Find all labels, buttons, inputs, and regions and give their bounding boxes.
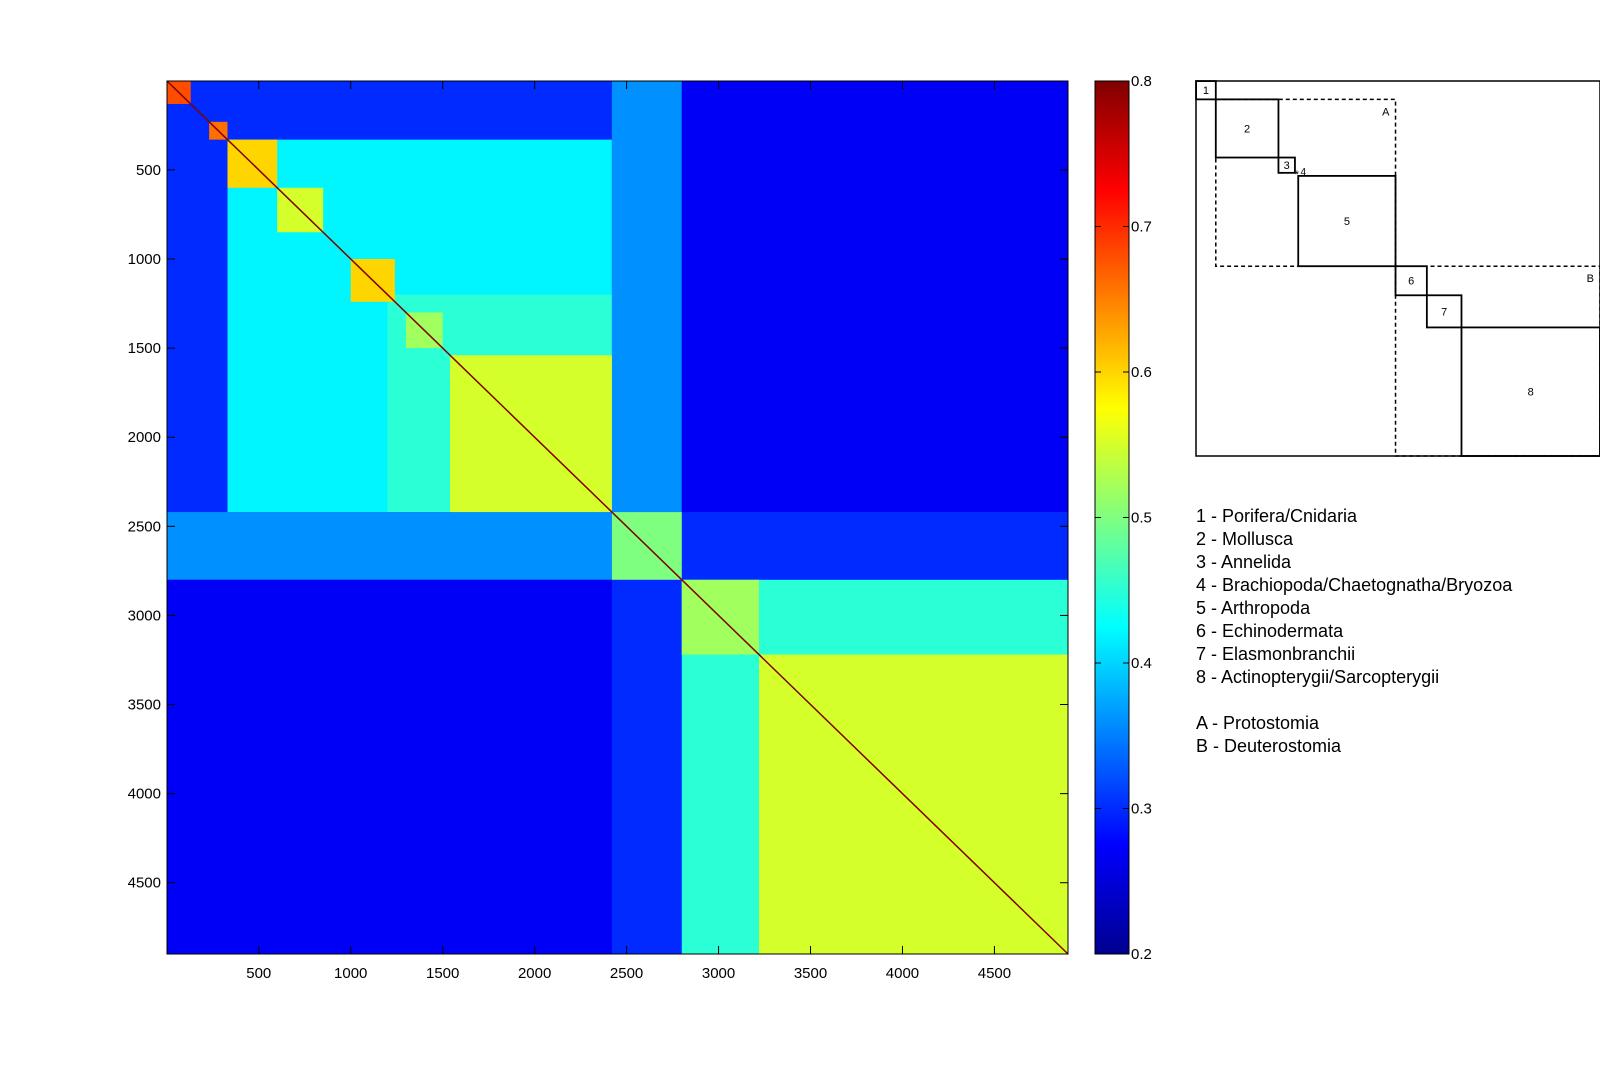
- x-tick-label: 2000: [518, 965, 551, 982]
- diagram-clade-box-3: [1277, 156, 1296, 174]
- y-tick-label: 1500: [128, 340, 161, 357]
- heatmap-block-6: [681, 81, 1068, 513]
- y-tick-label: 500: [136, 162, 161, 179]
- diagram-group-label-b: B: [1587, 273, 1594, 285]
- x-tick-label: 2500: [610, 965, 643, 982]
- diagram-clade-label-7: 7: [1441, 306, 1447, 318]
- colorbar-tick-label: 0.6: [1131, 364, 1152, 381]
- heatmap-diagonal: [166, 80, 1069, 955]
- y-tick-label: 1000: [128, 251, 161, 268]
- heatmap-chart: 500 1000 1500 2000 2500 3000 3500 4000 4500 500 1…: [128, 80, 1069, 982]
- colorbar-tick-label: 0.4: [1131, 655, 1152, 672]
- y-tick-label: 2000: [128, 429, 161, 446]
- y-tick-label: 3000: [128, 607, 161, 624]
- diagram-clade-label-2: 2: [1244, 123, 1250, 135]
- diagram-clade-box-6: [1394, 265, 1428, 297]
- legend-item-clade-4: 4 - Brachiopoda/Chaetognatha/Bryozoa: [1196, 575, 1513, 595]
- heatmap-clusters: [166, 80, 1069, 955]
- colorbar-tick-label: 0.8: [1131, 73, 1152, 90]
- colorbar-tick-label: 0.3: [1131, 801, 1152, 818]
- heatmap-block-4: [611, 81, 682, 513]
- diagram-clade-label-8: 8: [1528, 387, 1534, 399]
- y-tick-label: 2500: [128, 518, 161, 535]
- y-tick-label: 4000: [128, 786, 161, 803]
- diagram-group-box-b: [1394, 265, 1600, 457]
- colorbar-tick-label: 0.5: [1131, 510, 1152, 527]
- diagram-clade-marker-4: *: [1295, 169, 1300, 181]
- diagram-group-box-a: [1215, 98, 1397, 267]
- legend-item-clade-5: 5 - Arthropoda: [1196, 598, 1311, 618]
- x-tick-label: 4500: [978, 965, 1011, 982]
- diagram-clade-label-6: 6: [1408, 276, 1414, 288]
- colorbar-tick-label: 0.2: [1131, 946, 1152, 963]
- heatmap-frame: [166, 80, 1069, 955]
- x-tick-label: 3500: [794, 965, 827, 982]
- legend-item-clade-1: 1 - Porifera/Cnidaria: [1196, 506, 1358, 526]
- diagram-group-label-a: A: [1382, 106, 1390, 118]
- legend-spacer: [1196, 689, 1512, 712]
- x-tick-label: 3000: [702, 965, 735, 982]
- diagram-frame: [1195, 80, 1600, 457]
- x-tick-label: 1500: [426, 965, 459, 982]
- diagram-clade-label-1: 1: [1203, 85, 1209, 97]
- legend-item-group-b: B - Deuterostomia: [1196, 736, 1342, 756]
- colorbar-tick-label: 0.7: [1131, 219, 1152, 236]
- heatmap-y-axis: 500 1000 1500 2000 2500 3000 3500 4000 4500: [128, 162, 1068, 892]
- x-tick-label: 1000: [334, 965, 367, 982]
- diagram-clade-box-1: [1195, 80, 1217, 101]
- legend-item-clade-8: 8 - Actinopterygii/Sarcopterygii: [1196, 667, 1440, 687]
- heatmap-x-axis: 500 1000 1500 2000 2500 3000 3500 4000 4500: [246, 81, 1011, 982]
- y-tick-label: 3500: [128, 697, 161, 714]
- diagram-clade-label-4: 4: [1300, 167, 1306, 178]
- legend-item-clade-7: 7 - Elasmonbranchii: [1196, 644, 1356, 664]
- clade-diagram: A B 1 2 3 * 4 5 6 7 8: [1195, 80, 1600, 457]
- diagram-clade-box-7: [1425, 294, 1463, 329]
- legend-item-clade-6: 6 - Echinodermata: [1196, 621, 1344, 641]
- diagram-clade-box-5: [1297, 174, 1397, 268]
- diagram-clades: 1 2 3 * 4 5 6 7 8: [1195, 80, 1600, 457]
- colorbar: 0.2 0.3 0.4 0.5 0.6 0.7 0.8: [1094, 73, 1152, 963]
- x-tick-label: 4000: [886, 965, 919, 982]
- legend-item-clade-3: 3 - Annelida: [1196, 552, 1292, 572]
- clade-legend: 1 - Porifera/Cnidaria 2 - Mollusca 3 - A…: [1196, 505, 1512, 758]
- y-tick-label: 4500: [128, 875, 161, 892]
- diagram-clade-label-5: 5: [1344, 216, 1350, 228]
- x-tick-label: 500: [246, 965, 271, 982]
- diagram-clade-label-3: 3: [1284, 160, 1290, 172]
- heatmap-block-5: [167, 512, 612, 580]
- legend-item-group-a: A - Protostomia: [1196, 713, 1320, 733]
- legend-item-clade-2: 2 - Mollusca: [1196, 529, 1294, 549]
- colorbar-ticks: 0.2 0.3 0.4 0.5 0.6 0.7 0.8: [1095, 73, 1152, 963]
- diagram-clade-box-8: [1460, 326, 1600, 457]
- heatmap-block-7: [167, 579, 612, 954]
- diagram-clade-box-2: [1214, 98, 1280, 159]
